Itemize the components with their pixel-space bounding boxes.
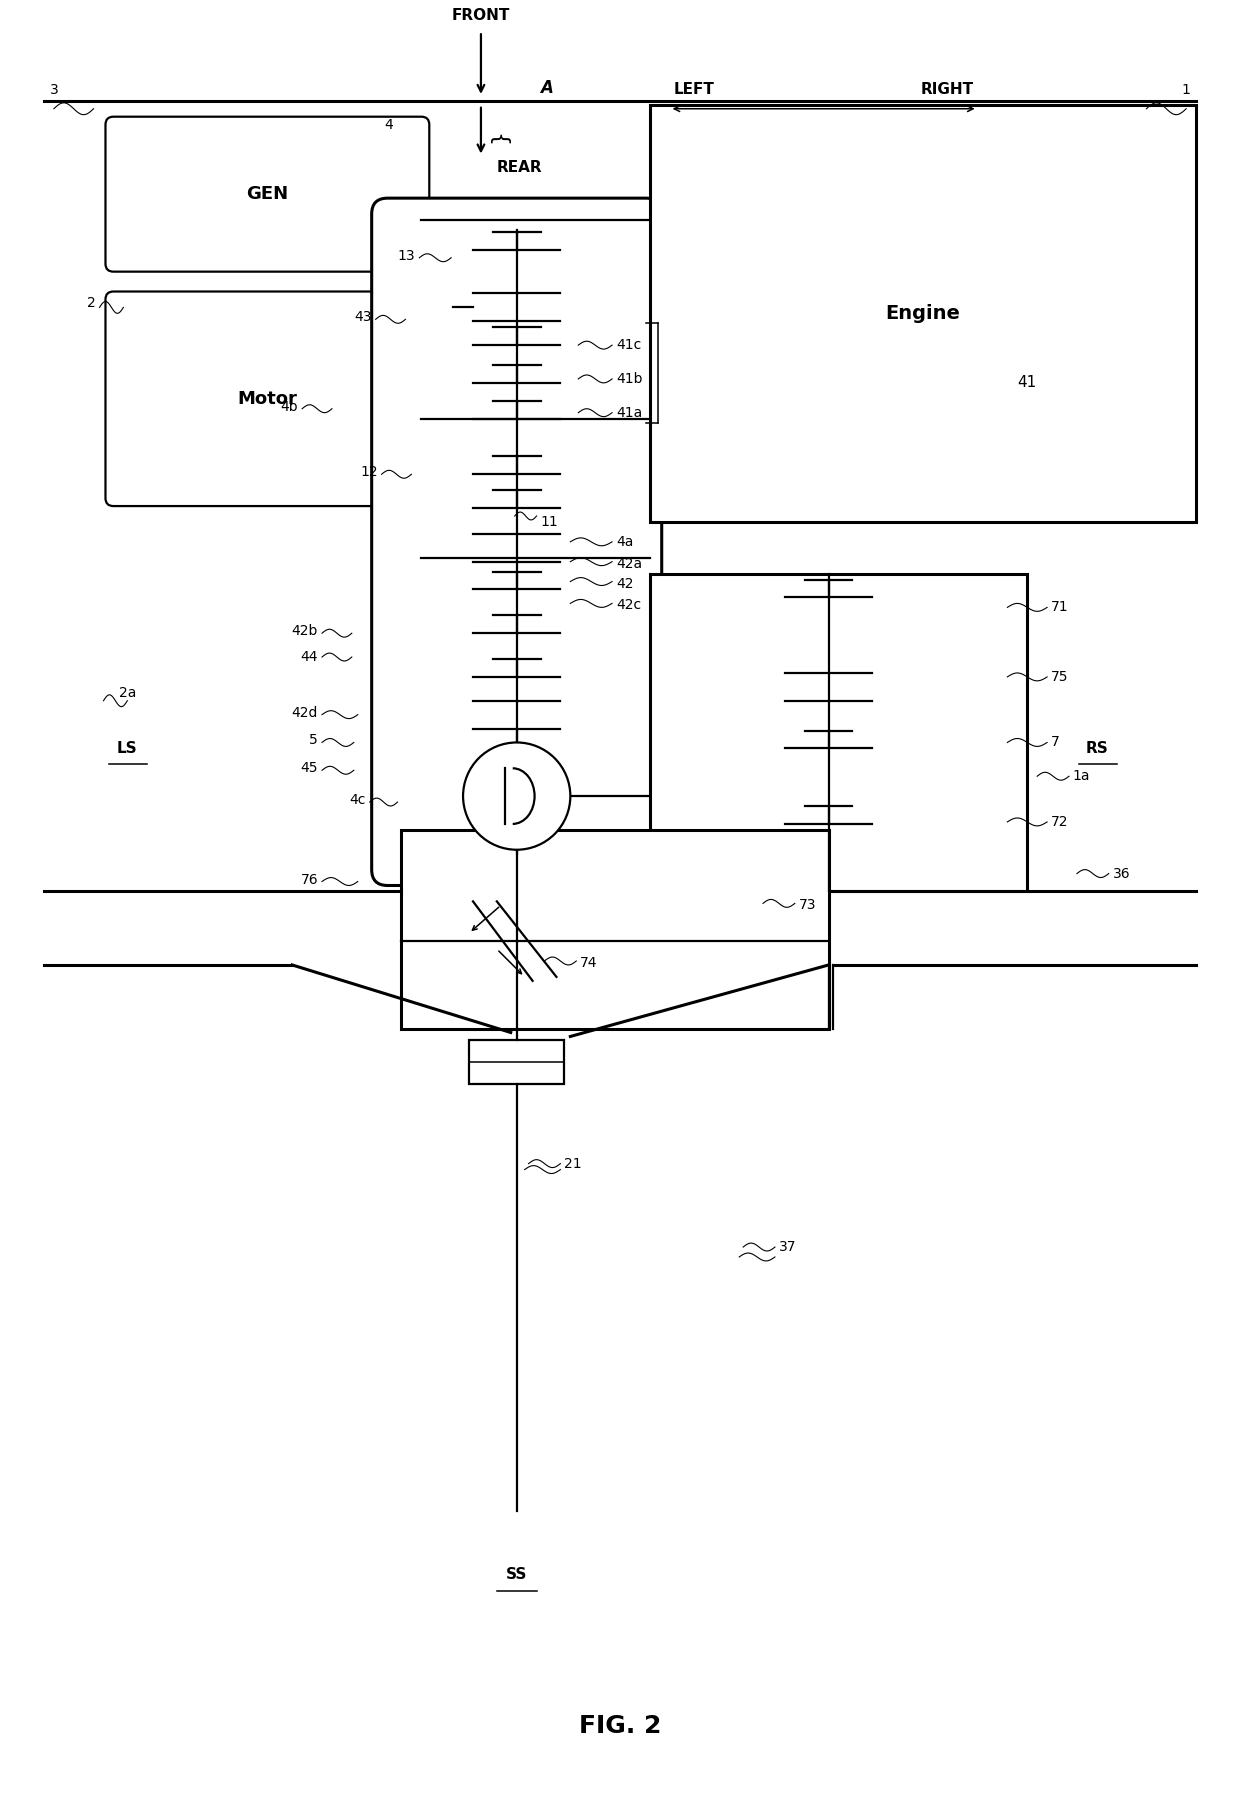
Text: FRONT: FRONT bbox=[451, 9, 510, 24]
FancyBboxPatch shape bbox=[105, 116, 429, 272]
Text: RS: RS bbox=[1085, 740, 1109, 756]
FancyBboxPatch shape bbox=[372, 198, 662, 885]
FancyBboxPatch shape bbox=[105, 292, 429, 506]
Text: 42d: 42d bbox=[291, 706, 317, 720]
Text: 37: 37 bbox=[779, 1241, 796, 1253]
Text: 42: 42 bbox=[616, 577, 634, 591]
Text: 42c: 42c bbox=[616, 599, 641, 613]
Bar bbox=[650, 573, 1027, 891]
Text: 21: 21 bbox=[564, 1157, 582, 1170]
Text: 43: 43 bbox=[355, 310, 372, 325]
Text: 42a: 42a bbox=[616, 557, 642, 571]
Text: REAR: REAR bbox=[497, 160, 542, 176]
Text: 4: 4 bbox=[384, 118, 393, 132]
Text: 75: 75 bbox=[1052, 669, 1069, 684]
Text: 41: 41 bbox=[1017, 375, 1037, 390]
Text: 4a: 4a bbox=[616, 535, 634, 550]
Bar bbox=[402, 829, 828, 1029]
Text: RIGHT: RIGHT bbox=[920, 82, 973, 96]
Text: LS: LS bbox=[117, 740, 138, 756]
Circle shape bbox=[463, 742, 570, 849]
Text: 5: 5 bbox=[309, 733, 317, 747]
Text: 7: 7 bbox=[1052, 735, 1060, 749]
Text: 41a: 41a bbox=[616, 406, 642, 419]
Text: 44: 44 bbox=[300, 649, 317, 664]
Text: 12: 12 bbox=[360, 464, 378, 479]
Text: FIG. 2: FIG. 2 bbox=[579, 1714, 661, 1738]
Text: 36: 36 bbox=[1112, 867, 1131, 880]
Text: LEFT: LEFT bbox=[673, 82, 714, 96]
Text: 4c: 4c bbox=[350, 793, 366, 807]
Text: 72: 72 bbox=[1052, 814, 1069, 829]
Text: 74: 74 bbox=[580, 956, 598, 970]
Text: Motor: Motor bbox=[237, 390, 298, 408]
Text: 42b: 42b bbox=[291, 624, 317, 639]
Text: 41c: 41c bbox=[616, 337, 641, 352]
Text: {: { bbox=[487, 134, 507, 147]
Text: 1a: 1a bbox=[1073, 769, 1090, 784]
Text: GEN: GEN bbox=[247, 185, 289, 203]
Text: SS: SS bbox=[506, 1567, 527, 1582]
Text: 2: 2 bbox=[87, 296, 95, 310]
Text: 4b: 4b bbox=[280, 399, 298, 414]
Bar bbox=[469, 1041, 564, 1085]
Text: Engine: Engine bbox=[885, 305, 961, 323]
Text: 41b: 41b bbox=[616, 372, 642, 386]
Text: 76: 76 bbox=[300, 873, 317, 887]
Text: 73: 73 bbox=[799, 898, 816, 912]
Bar bbox=[650, 105, 1197, 522]
Text: 2a: 2a bbox=[119, 686, 136, 700]
Text: 11: 11 bbox=[541, 515, 558, 530]
Text: 13: 13 bbox=[398, 249, 415, 263]
Text: A: A bbox=[541, 78, 553, 96]
Text: 3: 3 bbox=[50, 83, 58, 96]
Text: 1: 1 bbox=[1182, 83, 1190, 96]
Text: 71: 71 bbox=[1052, 600, 1069, 615]
Text: 45: 45 bbox=[300, 762, 317, 775]
